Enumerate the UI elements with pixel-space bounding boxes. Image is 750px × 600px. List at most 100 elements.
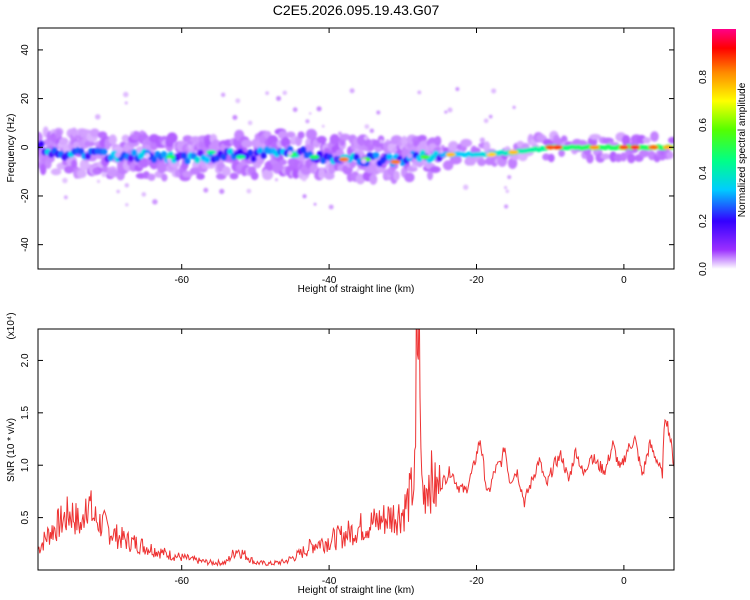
spectrum-speck: [504, 204, 509, 209]
spectrum-blob: [161, 173, 168, 182]
spectrum-speck: [130, 131, 134, 135]
spectrum-blob: [250, 155, 257, 163]
spectrum-speck: [463, 184, 469, 190]
snr-y-multiplier: (x10⁴): [6, 312, 17, 339]
spectrum-speck: [276, 96, 282, 101]
spectrum-speck: [376, 110, 381, 115]
spectrum-blob: [84, 140, 95, 147]
spectrum-blob: [64, 165, 74, 174]
spectrum-speck: [194, 150, 198, 154]
spectrum-speck: [152, 199, 158, 205]
spectrum-blob: [547, 153, 555, 163]
spectrum-blob: [227, 147, 234, 156]
spectrum-blob: [666, 151, 674, 160]
spectrum-speck: [125, 203, 129, 207]
spectrum-blob: [180, 152, 188, 160]
spectrum-speck: [361, 158, 367, 164]
spectrum-speck: [94, 114, 101, 120]
spectrum-speck: [504, 186, 508, 190]
spectrum-blob: [55, 129, 62, 141]
spectrum-speck: [265, 91, 269, 95]
spectrum-blob: [507, 157, 518, 169]
colorbar: 0.0 0.2 0.4 0.6 0.8 Normalized spectral ampl…: [698, 29, 748, 276]
spectrum-speck: [247, 120, 253, 126]
spectrum-speck: [96, 179, 101, 184]
spectrum-speck: [507, 175, 512, 180]
spectrum-blob: [38, 131, 43, 144]
spectrum-speck: [447, 107, 453, 113]
spectrum-speck: [292, 107, 298, 113]
spectrum-blob: [442, 160, 454, 171]
spectrum-blob: [77, 147, 85, 155]
spectrum-blob: [250, 171, 259, 181]
spectrum-speck: [479, 137, 485, 143]
spectrum-blob: [39, 163, 47, 176]
spectrum-blob: [404, 172, 415, 183]
spectrum-speck: [321, 124, 325, 128]
spectrum-speck: [316, 106, 322, 112]
spectrum-peak: [206, 149, 217, 155]
spectrum-blob: [650, 131, 659, 142]
spectrum-blob: [369, 173, 378, 185]
colorbar-gradient: [712, 29, 736, 269]
spectrum-speck: [488, 114, 493, 119]
snr-x-axis: -60 -40 -20 0: [174, 329, 627, 587]
spectrum-blob: [189, 166, 201, 175]
spectrum-blob: [667, 136, 674, 144]
spectrum-speck: [167, 158, 172, 163]
spectrum-speck: [440, 144, 445, 149]
spectrum-peak: [589, 145, 600, 150]
spectrum-blob: [247, 149, 254, 157]
spectrum-speck: [116, 189, 120, 194]
spectrum-blob: [108, 134, 117, 145]
spectrum-blob: [305, 128, 318, 140]
spectrum-peak: [545, 145, 556, 150]
spectrum-peak: [419, 154, 430, 160]
snr-frame: [37, 328, 675, 571]
spectrum-blob: [197, 149, 204, 157]
figure-title: C2E5.2026.095.19.43.G07: [273, 2, 440, 18]
spectrum-blob: [417, 134, 427, 142]
spectrum-blob: [300, 146, 307, 154]
spectrum-speck: [274, 178, 278, 182]
spectrum-peak: [552, 145, 563, 150]
spectrum-blob: [449, 155, 462, 165]
spectrum-blob: [292, 168, 300, 179]
spectrum-peak: [338, 157, 349, 162]
spectrum-blob: [138, 157, 150, 168]
spectrum-blob: [286, 131, 296, 138]
spectrum-speck: [417, 90, 422, 95]
spectrum-blob: [182, 170, 194, 178]
spectrum-speck: [123, 91, 129, 98]
spectrum-speck: [145, 153, 151, 159]
snr-panel: -60 -40 -20 0 0.5 1.0 1.5 2.0 (x10⁴) Height of…: [6, 312, 675, 596]
spectrum-blob: [70, 159, 78, 169]
spectrogram-y-label: Frequency (Hz): [6, 114, 17, 183]
spectrum-speck: [282, 90, 287, 95]
spectrum-blob: [627, 153, 636, 164]
spectrum-blob: [72, 141, 81, 148]
spectrum-speck: [512, 105, 516, 109]
spectrum-peak: [235, 154, 246, 160]
spectrum-blob: [324, 171, 335, 180]
spectrum-blob: [196, 173, 205, 180]
spectrum-blob: [260, 151, 267, 160]
colorbar-ticks: 0.0 0.2 0.4 0.6 0.8: [698, 70, 709, 276]
spectrum-speck: [220, 92, 226, 98]
spectrum-speck: [141, 192, 147, 197]
spectrum-blob: [221, 166, 231, 177]
spectrum-speck: [246, 188, 252, 194]
spectrum-peak: [165, 154, 176, 160]
spectrum-speck: [63, 195, 68, 200]
spectrum-blob: [386, 153, 393, 161]
y-tick-label: 40: [20, 44, 31, 56]
spectrum-blob: [220, 153, 227, 161]
spectrogram-heatmap: [38, 87, 674, 210]
spectrum-blob: [127, 154, 135, 162]
spectrum-blob: [89, 128, 100, 138]
spectrum-blob: [193, 156, 201, 164]
x-tick-label: -40: [322, 275, 337, 286]
y-tick-label: 0: [20, 144, 31, 150]
spectrum-blob: [203, 156, 211, 164]
